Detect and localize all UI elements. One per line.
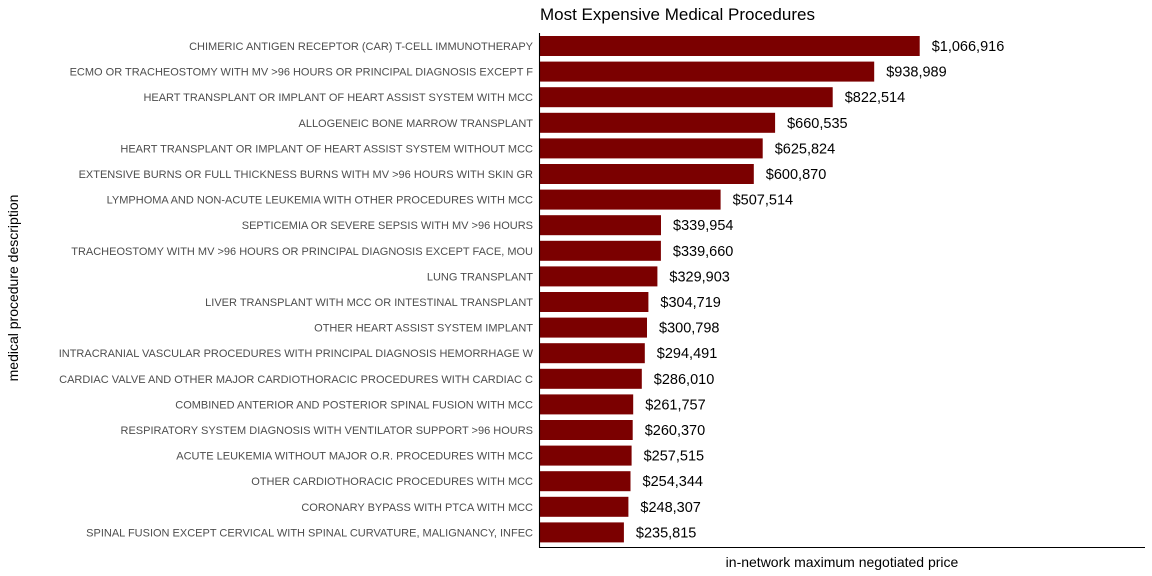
y-tick-label: ACUTE LEUKEMIA WITHOUT MAJOR O.R. PROCED… — [176, 451, 533, 463]
y-tick-label: OTHER CARDIOTHORACIC PROCEDURES WITH MCC — [251, 476, 533, 488]
y-tick-label: HEART TRANSPLANT OR IMPLANT OF HEART ASS… — [120, 143, 533, 155]
bar — [540, 138, 763, 159]
bar-value-label: $660,535 — [787, 116, 847, 132]
bar-value-label: $254,344 — [643, 474, 703, 490]
bar — [540, 343, 645, 364]
y-tick-label: INTRACRANIAL VASCULAR PROCEDURES WITH PR… — [59, 348, 534, 360]
bar-value-label: $248,307 — [640, 500, 700, 516]
y-tick-label: LIVER TRANSPLANT WITH MCC OR INTESTINAL … — [205, 297, 533, 309]
y-axis-title: medical procedure description — [5, 195, 21, 382]
bar-value-label: $260,370 — [645, 423, 705, 439]
bar — [540, 496, 629, 517]
y-tick-label: ALLOGENEIC BONE MARROW TRANSPLANT — [298, 118, 533, 130]
bar-value-label: $286,010 — [654, 372, 714, 388]
bar — [540, 87, 833, 108]
bar-value-label: $329,903 — [669, 269, 729, 285]
bar-value-label: $600,870 — [766, 167, 826, 183]
y-tick-label: CARDIAC VALVE AND OTHER MAJOR CARDIOTHOR… — [59, 374, 533, 386]
bar-value-label: $339,954 — [673, 218, 733, 234]
bar — [540, 215, 661, 236]
y-tick-label: ECMO OR TRACHEOSTOMY WITH MV >96 HOURS O… — [70, 67, 534, 79]
y-tick-label: RESPIRATORY SYSTEM DIAGNOSIS WITH VENTIL… — [121, 425, 534, 437]
y-tick-label: CHIMERIC ANTIGEN RECEPTOR (CAR) T-CELL I… — [189, 41, 534, 53]
y-tick-label: TRACHEOSTOMY WITH MV >96 HOURS OR PRINCI… — [71, 246, 533, 258]
value-labels-group: $1,066,916 $938,989 $822,514 $660,535 $625,8… — [636, 39, 1004, 541]
bar — [540, 522, 624, 543]
y-tick-label: EXTENSIVE BURNS OR FULL THICKNESS BURNS … — [79, 169, 533, 181]
y-tick-label: SEPTICEMIA OR SEVERE SEPSIS WITH MV >96 … — [242, 220, 533, 232]
chart-title: Most Expensive Medical Procedures — [540, 5, 815, 24]
y-tick-label: LYMPHOMA AND NON-ACUTE LEUKEMIA WITH OTH… — [107, 195, 533, 207]
bar-value-label: $235,815 — [636, 525, 696, 541]
y-tick-label: HEART TRANSPLANT OR IMPLANT OF HEART ASS… — [143, 92, 533, 104]
y-tick-label: LUNG TRANSPLANT — [427, 271, 533, 283]
bar-value-label: $938,989 — [886, 65, 946, 81]
bar — [540, 292, 649, 312]
bar — [540, 471, 631, 492]
bar — [540, 189, 721, 210]
bar-value-label: $507,514 — [733, 193, 793, 209]
bar — [540, 394, 634, 415]
bars-group — [540, 36, 920, 543]
bar — [540, 420, 633, 440]
bar — [540, 317, 647, 338]
bar-value-label: $257,515 — [644, 449, 704, 465]
y-tick-label: COMBINED ANTERIOR AND POSTERIOR SPINAL F… — [175, 399, 533, 411]
bar — [540, 61, 875, 82]
bar — [540, 266, 658, 287]
bar-value-label: $625,824 — [775, 141, 835, 157]
x-axis-title: in-network maximum negotiated price — [726, 554, 959, 570]
bar — [540, 36, 920, 56]
bar-value-label: $822,514 — [845, 90, 905, 106]
bar-value-label: $339,660 — [673, 244, 733, 260]
bar — [540, 445, 632, 466]
bar-value-label: $1,066,916 — [932, 39, 1005, 55]
bar-value-label: $304,719 — [660, 295, 720, 311]
bar — [540, 240, 661, 261]
bar — [540, 112, 776, 133]
bar — [540, 368, 642, 389]
bar-value-label: $261,757 — [645, 397, 705, 413]
y-tick-label: OTHER HEART ASSIST SYSTEM IMPLANT — [314, 323, 533, 335]
bar-value-label: $294,491 — [657, 346, 717, 362]
bar-value-label: $300,798 — [659, 321, 719, 337]
bar — [540, 164, 754, 184]
y-tick-labels-group: CHIMERIC ANTIGEN RECEPTOR (CAR) T-CELL I… — [59, 41, 534, 539]
y-tick-label: CORONARY BYPASS WITH PTCA WITH MCC — [301, 502, 533, 514]
y-tick-label: SPINAL FUSION EXCEPT CERVICAL WITH SPINA… — [86, 527, 533, 539]
